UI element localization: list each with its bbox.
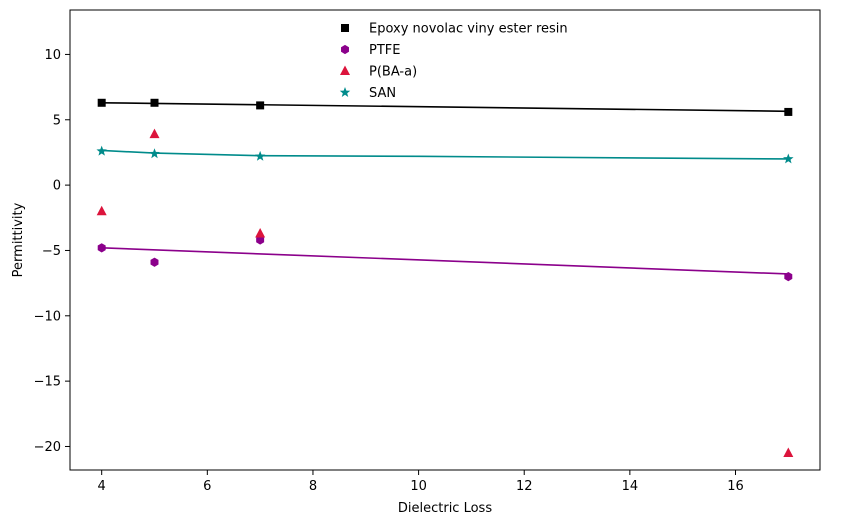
ticks-layer: 4 6 8 10 12 14 16 10 5 0 −5 −10 −15 −20 — [34, 48, 744, 494]
legend-marker-2 — [340, 65, 350, 75]
data-point-0-1 — [150, 98, 159, 107]
data-point-3-3 — [783, 153, 794, 164]
data-point-1-2 — [256, 235, 265, 245]
y-tick-label: −10 — [34, 309, 61, 324]
plot-area — [69, 9, 821, 471]
data-point-2-3 — [783, 447, 794, 458]
data-point-2-0 — [96, 205, 107, 216]
legend-label-1: PTFE — [369, 43, 400, 58]
data-point-3-1 — [149, 148, 160, 159]
legend-label-2: P(BA-a) — [369, 65, 417, 80]
series-3 — [96, 145, 794, 164]
series-layer — [96, 98, 794, 458]
data-point-2-1 — [149, 128, 160, 139]
legend-label-3: SAN — [369, 86, 396, 101]
data-point-3-2 — [254, 150, 266, 161]
legend-label-0: Epoxy novolac viny ester resin — [369, 22, 568, 37]
x-tick-label: 12 — [516, 479, 533, 494]
legend: Epoxy novolac viny ester resin PTFE P(BA-a… — [339, 22, 568, 101]
trend-line-0 — [101, 101, 789, 113]
y-tick-label: 5 — [53, 113, 61, 128]
legend-marker-0 — [341, 24, 349, 32]
x-axis-label: Dielectric Loss — [398, 501, 492, 516]
data-point-0-3 — [784, 107, 793, 116]
y-tick-label: 0 — [53, 179, 61, 194]
legend-item-3: SAN — [339, 86, 396, 101]
x-tick-label: 8 — [309, 479, 317, 494]
x-tick-label: 4 — [98, 479, 106, 494]
series-2 — [96, 128, 794, 458]
y-tick-label: −5 — [42, 244, 61, 259]
data-point-0-0 — [97, 98, 106, 107]
y-tick-label: −20 — [34, 440, 61, 455]
data-point-3-0 — [96, 145, 107, 156]
x-tick-label: 14 — [622, 479, 639, 494]
series-0 — [97, 98, 793, 116]
legend-marker-1 — [341, 44, 349, 55]
legend-marker-3 — [339, 87, 351, 97]
legend-item-0: Epoxy novolac viny ester resin — [341, 22, 568, 37]
legend-item-2: P(BA-a) — [340, 65, 417, 80]
data-point-1-3 — [784, 271, 793, 282]
legend-item-1: PTFE — [341, 43, 400, 58]
data-point-1-0 — [97, 243, 106, 253]
x-tick-label: 16 — [727, 479, 744, 494]
data-point-0-2 — [256, 101, 265, 110]
data-point-2-2 — [255, 227, 266, 238]
y-axis-label: Permittivity — [11, 202, 26, 277]
data-point-1-1 — [150, 257, 159, 267]
x-tick-label: 6 — [203, 479, 211, 494]
trend-line-1 — [101, 247, 789, 275]
y-tick-label: 10 — [44, 48, 61, 63]
series-1 — [97, 235, 793, 282]
x-tick-label: 10 — [410, 479, 427, 494]
y-tick-label: −15 — [34, 375, 61, 390]
